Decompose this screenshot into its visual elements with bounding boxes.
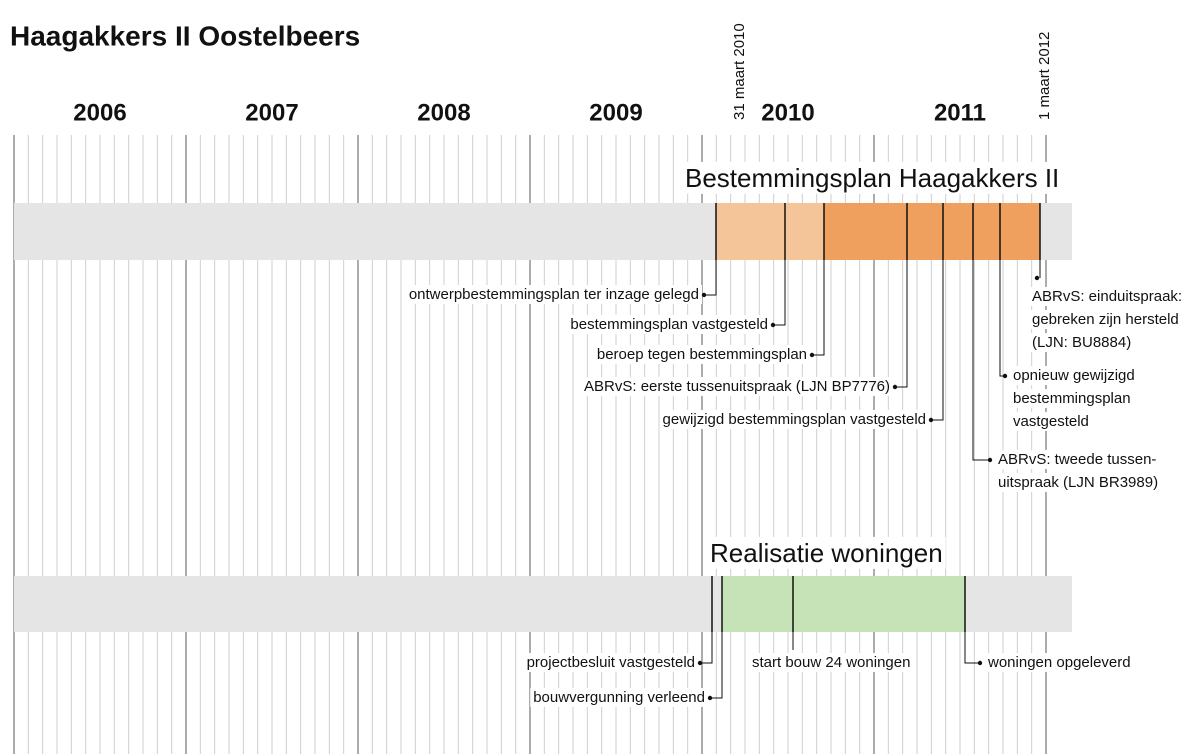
label-bg xyxy=(682,161,1063,194)
connector-dot xyxy=(1034,275,1040,281)
event-label: ABRvS: eerste tussenuitspraak (LJN BP777… xyxy=(584,378,890,395)
event-label: uitspraak (LJN BR3989) xyxy=(998,474,1158,491)
label-bg xyxy=(530,687,708,707)
year-label: 2006 xyxy=(73,99,126,126)
label-bg xyxy=(1029,286,1186,306)
label-bg xyxy=(1010,365,1138,385)
label-bg xyxy=(405,284,702,304)
event-label: ontwerpbestemmingsplan ter inzage gelegd xyxy=(409,286,699,303)
label-bg xyxy=(567,314,771,334)
date-label: 31 maart 2010 xyxy=(731,23,748,120)
label-bg xyxy=(593,344,810,364)
connector-dot xyxy=(977,660,983,666)
connector-dot xyxy=(701,292,707,298)
page-title: Haagakkers II Oostelbeers xyxy=(10,20,360,51)
lane-segment xyxy=(824,203,1040,260)
connector xyxy=(964,632,980,664)
connector-dot xyxy=(707,695,713,701)
event-label: projectbesluit vastgesteld xyxy=(527,654,695,671)
year-label: 2007 xyxy=(245,99,298,126)
label-bg xyxy=(581,376,893,396)
connector-dot xyxy=(697,660,703,666)
connector-dot xyxy=(1002,373,1008,379)
connector xyxy=(931,260,944,421)
lane-title: Realisatie woningen xyxy=(710,538,943,568)
label-bg xyxy=(1010,388,1134,408)
label-bg xyxy=(984,652,1134,672)
connector-dot xyxy=(987,457,993,463)
label-bg xyxy=(707,536,946,569)
year-label: 2010 xyxy=(761,99,814,126)
label-bg xyxy=(995,449,1160,469)
connector xyxy=(704,260,717,296)
event-label: opnieuw gewijzigd xyxy=(1013,367,1135,384)
connector-dot xyxy=(770,322,776,328)
connector-dot xyxy=(928,417,934,423)
event-label: vastgesteld xyxy=(1013,413,1089,430)
event-label: ABRvS: tweede tussen- xyxy=(998,451,1156,468)
label-bg xyxy=(1029,332,1135,352)
event-label: start bouw 24 woningen xyxy=(752,654,910,671)
label-bg xyxy=(1029,309,1182,329)
year-label: 2008 xyxy=(417,99,470,126)
connector xyxy=(812,260,825,356)
label-bg xyxy=(659,409,929,429)
event-label: gebreken zijn hersteld xyxy=(1032,311,1179,328)
connector-dot xyxy=(892,384,898,390)
lane-segment xyxy=(722,576,965,632)
connector xyxy=(972,260,990,461)
label-bg xyxy=(1010,411,1092,431)
connector-dot xyxy=(809,352,815,358)
connector xyxy=(700,632,713,664)
event-label: bouwvergunning verleend xyxy=(533,689,705,706)
event-label: (LJN: BU8884) xyxy=(1032,334,1131,351)
connector xyxy=(710,632,723,699)
event-label: bestemmingsplan vastgesteld xyxy=(570,316,768,333)
label-bg xyxy=(523,652,698,672)
label-bg xyxy=(995,472,1162,492)
label-bg xyxy=(749,652,914,672)
event-label: beroep tegen bestemmingsplan xyxy=(597,346,807,363)
date-label: 1 maart 2012 xyxy=(1036,32,1053,120)
event-label: gewijzigd bestemmingsplan vastgesteld xyxy=(663,411,926,428)
lane-segment xyxy=(716,203,824,260)
labels: 2006 2007 2008 2009 2010 2011 31 maart 2010 1 m… xyxy=(73,23,1186,707)
event-label: bestemmingsplan xyxy=(1013,390,1131,407)
lane-bars xyxy=(14,203,1072,632)
connector xyxy=(773,260,786,326)
event-label: ABRvS: einduitspraak: xyxy=(1032,288,1182,305)
connector xyxy=(895,260,908,388)
year-label: 2011 xyxy=(934,99,986,126)
year-label: 2009 xyxy=(589,99,642,126)
event-label: woningen opgeleverd xyxy=(987,654,1131,671)
lane-title: Bestemmingsplan Haagakkers II xyxy=(685,163,1059,193)
